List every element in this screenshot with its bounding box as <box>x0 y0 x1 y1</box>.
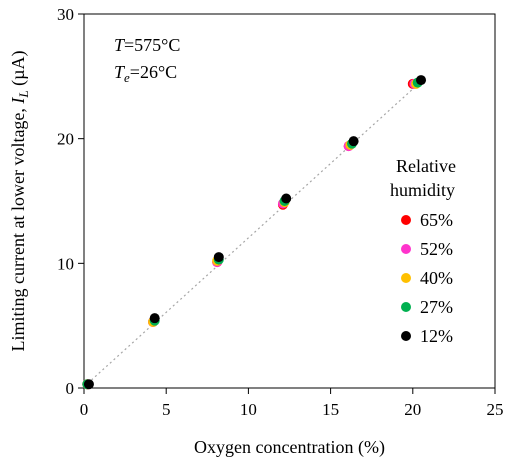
annotation-temperature-value: =575°C <box>124 35 180 55</box>
legend-marker <box>401 244 411 254</box>
legend-marker <box>401 215 411 225</box>
y-axis-label-sub: L <box>16 90 31 98</box>
legend-label: 27% <box>420 297 453 317</box>
x-axis-label: Oxygen concentration (%) <box>194 437 385 458</box>
x-tick-label: 10 <box>240 400 257 419</box>
y-tick-label: 30 <box>57 5 74 24</box>
y-axis-label-var: I <box>8 97 28 105</box>
y-axis-label-prefix: Limiting current at lower voltage, <box>8 104 28 352</box>
legend-label: 65% <box>420 210 453 230</box>
legend-title-line-2: humidity <box>390 180 455 200</box>
legend-marker <box>401 273 411 283</box>
annotation-environment-temperature-var: T <box>114 62 126 82</box>
legend-label: 52% <box>420 239 453 259</box>
series-4 <box>83 75 427 390</box>
legend-marker <box>401 302 411 312</box>
x-tick-label: 5 <box>162 400 171 419</box>
legend-label: 12% <box>420 326 453 346</box>
x-axis: 0 5 10 15 20 25 <box>80 388 504 419</box>
plot-area-frame <box>83 13 496 389</box>
annotation-temperature: T=575°C <box>114 35 180 55</box>
data-point <box>281 193 292 204</box>
x-tick-label: 25 <box>487 400 504 419</box>
legend: Relative humidity 65% 52% 40% 27% 12% <box>390 156 456 346</box>
y-tick-label: 10 <box>57 254 74 273</box>
fit-line <box>83 79 424 388</box>
y-axis: 0 10 20 30 <box>57 5 84 398</box>
data-point <box>348 136 359 147</box>
annotation-environment-temperature-value: =26°C <box>130 62 177 82</box>
y-tick-label: 0 <box>66 379 75 398</box>
annotation-environment-temperature: Te=26°C <box>114 62 177 85</box>
data-point <box>149 313 160 324</box>
annotation-environment-temperature-sub: e <box>124 70 130 85</box>
legend-label: 40% <box>420 268 453 288</box>
data-point <box>416 75 427 86</box>
annotation-temperature-var: T <box>114 35 126 55</box>
data-point <box>213 252 224 263</box>
legend-title-line-1: Relative <box>396 156 456 176</box>
x-tick-label: 0 <box>80 400 89 419</box>
y-tick-label: 20 <box>57 130 74 149</box>
data-point <box>83 379 94 390</box>
y-axis-label-unit: (µA) <box>8 50 29 90</box>
y-axis-label: Limiting current at lower voltage, IL (µ… <box>8 50 31 351</box>
legend-marker <box>401 331 411 341</box>
x-tick-label: 20 <box>404 400 421 419</box>
fit-line-layer <box>83 79 424 388</box>
data-points <box>82 75 427 390</box>
x-tick-label: 15 <box>322 400 339 419</box>
